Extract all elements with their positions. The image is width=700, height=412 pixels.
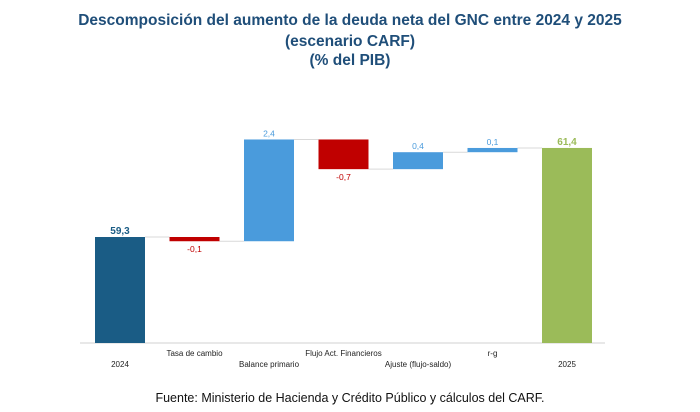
bar-flujo-act-financieros <box>318 139 369 170</box>
value-label-tasa-de-cambio: -0,1 <box>187 244 202 254</box>
chart-title-line-1: Descomposición del aumento de la deuda n… <box>78 12 622 29</box>
bar-2025 <box>542 147 592 343</box>
category-label-2024: 2024 <box>111 360 129 369</box>
source-note: Fuente: Ministerio de Hacienda y Crédito… <box>155 391 545 405</box>
category-label-tasa-de-cambio: Tasa de cambio <box>166 349 223 358</box>
category-label-balance-primario: Balance primario <box>239 360 300 369</box>
bar-balance-primario <box>244 139 294 242</box>
category-label-ajuste-flujo-saldo: Ajuste (flujo-saldo) <box>385 360 452 369</box>
value-label-ajuste-flujo-saldo: 0,4 <box>412 141 424 151</box>
value-label-flujo-act-financieros: -0,7 <box>336 172 351 182</box>
value-label-r-g: 0,1 <box>487 137 499 147</box>
value-label-2025: 61,4 <box>557 137 577 148</box>
bar-2024 <box>95 237 145 343</box>
chart-title-line-3: (% del PIB) <box>309 52 391 69</box>
value-label-balance-primario: 2,4 <box>263 128 275 138</box>
category-label-flujo-act-financieros: Flujo Act. Financieros <box>305 349 381 358</box>
value-label-2024: 59,3 <box>110 226 130 237</box>
chart-title-line-2: (escenario CARF) <box>284 33 416 50</box>
bar-r-g <box>467 147 518 153</box>
category-label-2025: 2025 <box>558 360 576 369</box>
category-label-r-g: r-g <box>488 349 498 358</box>
bar-ajuste-flujo-saldo <box>393 152 443 170</box>
bar-tasa-de-cambio <box>169 237 220 242</box>
